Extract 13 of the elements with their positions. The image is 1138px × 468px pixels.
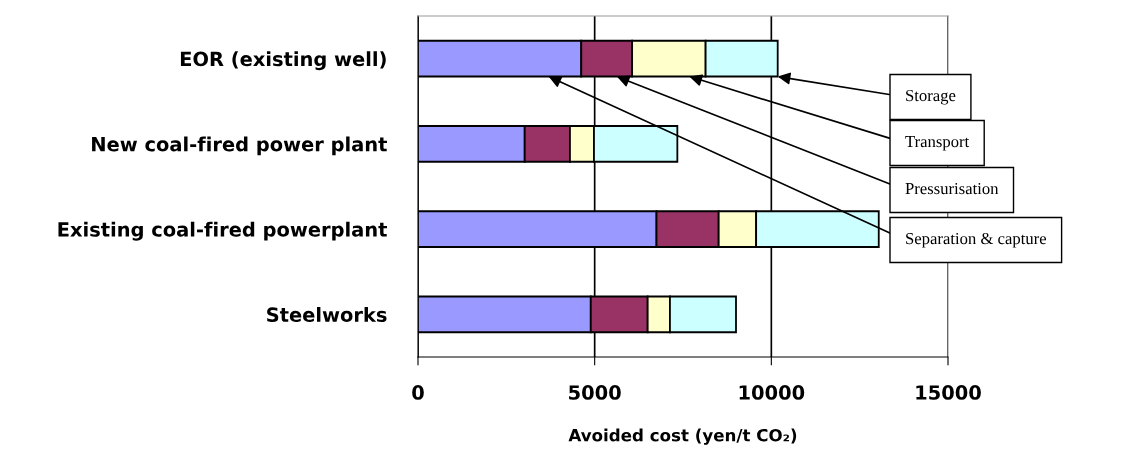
x-tick-label: 15000 <box>916 385 981 400</box>
y-tick-label: Existing coal-fired powerplant <box>58 221 387 241</box>
y-tick-label: Steelworks <box>267 306 387 323</box>
text: Storage <box>906 89 956 105</box>
y-tick-label: EOR (existing well) <box>180 51 386 71</box>
x-tick-label: 10000 <box>739 385 805 400</box>
text: Separation & capture <box>906 232 1047 248</box>
x-tick-label: 0 <box>412 385 424 400</box>
x-axis-title: Avoided cost (yen/t CO₂) <box>568 428 797 445</box>
text: Transport <box>905 136 970 151</box>
x-tick-label: 5000 <box>569 385 621 400</box>
y-tick-label: New coal-fired power plant <box>92 136 387 156</box>
text: Pressurisation <box>905 182 999 195</box>
